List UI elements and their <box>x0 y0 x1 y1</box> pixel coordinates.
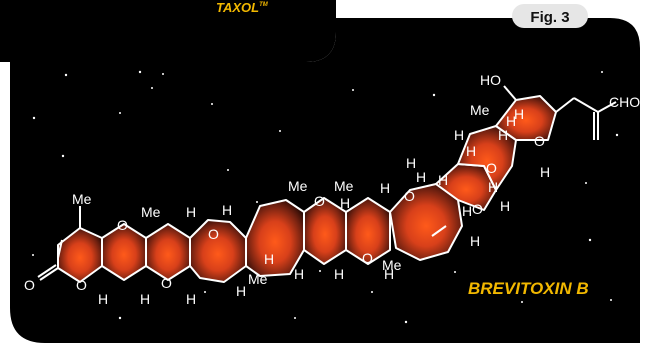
atom-label: O <box>76 277 87 293</box>
atom-label: O <box>362 250 373 266</box>
atom-label: H <box>500 198 510 214</box>
ring-j <box>457 125 517 191</box>
atom-label: O <box>534 133 545 149</box>
atom-label: O <box>117 217 128 233</box>
ring-system <box>57 95 557 283</box>
atom-label: O <box>161 275 172 291</box>
fig-label: Fig. 3 <box>530 9 569 26</box>
atom-label: O <box>486 160 497 176</box>
atom-label: H <box>236 283 246 299</box>
ring-h <box>389 183 463 261</box>
atom-label: H <box>98 291 108 307</box>
ring-g <box>345 197 391 265</box>
atom-label: H <box>514 106 524 122</box>
atom-label: O <box>314 193 325 209</box>
atom-label: O <box>24 277 35 293</box>
atom-label: Me <box>382 257 402 273</box>
atom-label: H <box>140 291 150 307</box>
atom-label: H <box>380 180 390 196</box>
atom-label: O <box>472 201 483 217</box>
atom-label: H <box>466 143 476 159</box>
atom-labels: Me O O H O Me H H H H O H H O H H Me Me … <box>24 72 640 307</box>
top-left-panel <box>0 0 336 62</box>
star-field <box>32 70 619 324</box>
bonds <box>37 85 617 281</box>
atom-label: CHO <box>609 94 640 110</box>
molecule-name: BREVITOXIN B <box>468 279 589 298</box>
atom-label: H <box>488 179 498 195</box>
atom-label: H <box>438 172 448 188</box>
atom-label: H <box>264 251 274 267</box>
atom-label: Me <box>288 178 308 194</box>
atom-label: H <box>506 113 516 129</box>
atom-label: H <box>186 291 196 307</box>
atom-label: Me <box>248 271 268 287</box>
atom-label: H <box>454 127 464 143</box>
atom-label: H <box>462 203 472 219</box>
atom-label: H <box>186 204 196 220</box>
atom-label: H <box>406 155 416 171</box>
fig-tab <box>512 4 588 28</box>
atom-label: H <box>222 202 232 218</box>
top-label: TAXOLTM <box>216 0 269 15</box>
atom-label: H <box>416 169 426 185</box>
atom-label: H <box>294 266 304 282</box>
atom-label: H <box>340 195 350 211</box>
atom-label: Me <box>334 178 354 194</box>
atom-label: Me <box>72 191 92 207</box>
atom-label: H <box>540 164 550 180</box>
atom-label: O <box>208 226 219 242</box>
atom-label: O <box>404 188 415 204</box>
atom-label: Me <box>470 102 490 118</box>
atom-label: Me <box>141 204 161 220</box>
atom-label: H <box>470 233 480 249</box>
atom-label: HO <box>480 72 501 88</box>
atom-label: H <box>384 266 394 282</box>
atom-label: H <box>334 266 344 282</box>
atom-label: H <box>498 127 508 143</box>
